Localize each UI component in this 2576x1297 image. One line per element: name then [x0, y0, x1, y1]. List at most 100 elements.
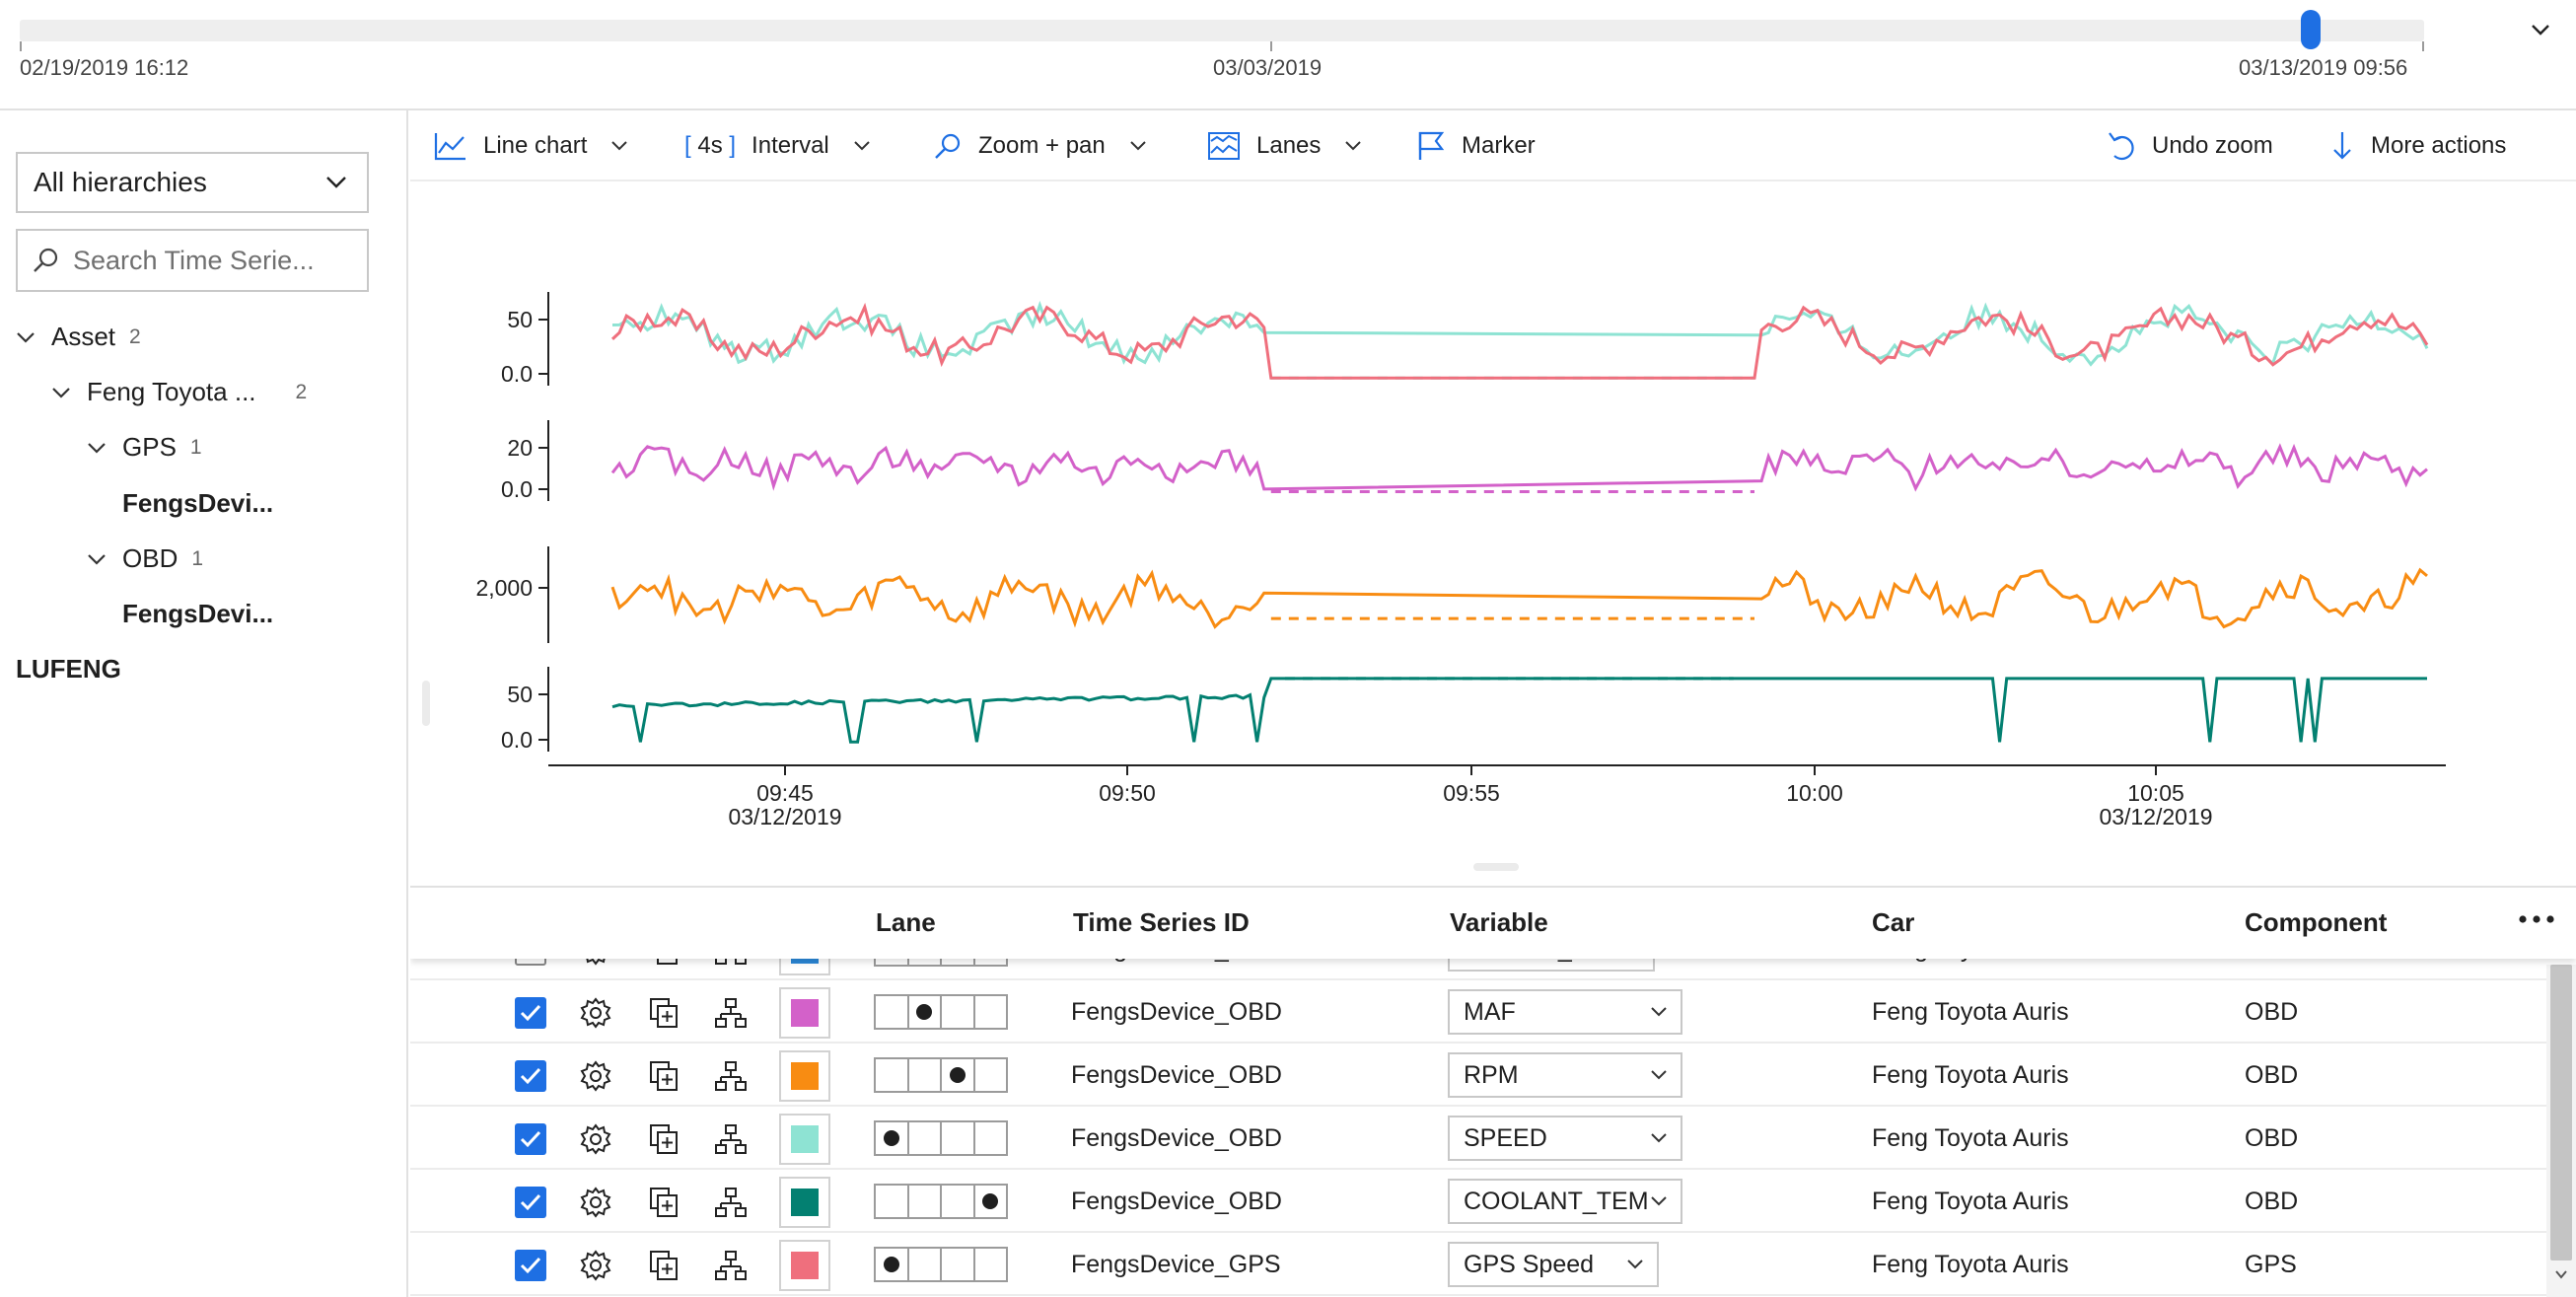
- time-range-handle[interactable]: [2301, 10, 2321, 49]
- variable-select[interactable]: RPM: [1448, 1052, 1682, 1098]
- series-line-maf[interactable]: [610, 443, 2428, 492]
- chevron-down-icon[interactable]: [2527, 16, 2554, 43]
- lane-cell[interactable]: [876, 1249, 909, 1280]
- lane-cell[interactable]: [876, 1122, 909, 1154]
- lane-cell[interactable]: [876, 1059, 909, 1091]
- tree-node-car[interactable]: Feng Toyota ... 2: [49, 377, 307, 407]
- duplicate-icon[interactable]: [647, 1122, 680, 1156]
- chevron-down-icon[interactable]: [2554, 1267, 2568, 1281]
- color-picker[interactable]: [779, 1050, 830, 1102]
- lane-selector[interactable]: [874, 1120, 1008, 1156]
- color-picker[interactable]: [779, 1177, 830, 1228]
- duplicate-icon[interactable]: [647, 1186, 680, 1219]
- hierarchy-icon[interactable]: [714, 1249, 748, 1282]
- chart-resize-handle[interactable]: [1473, 863, 1519, 871]
- row-checkbox[interactable]: [515, 1123, 546, 1155]
- lane-cell[interactable]: [909, 1186, 942, 1217]
- scrollbar-thumb[interactable]: [2550, 965, 2572, 1261]
- row-checkbox[interactable]: [515, 997, 546, 1029]
- time-range-track[interactable]: [20, 20, 2424, 41]
- lane-cell[interactable]: [942, 1186, 975, 1217]
- lane-selector[interactable]: [874, 994, 1008, 1030]
- table-row[interactable]: FengsDevice_GPS GPS Speed Feng Toyota Auri…: [410, 1233, 2548, 1296]
- gear-icon[interactable]: [579, 1059, 612, 1093]
- series-line-coolant-tem[interactable]: [611, 677, 2427, 744]
- more-actions-button[interactable]: More actions: [2329, 110, 2506, 181]
- gear-icon[interactable]: [579, 1249, 612, 1282]
- header-time-series-id[interactable]: Time Series ID: [1073, 907, 1250, 937]
- hierarchy-icon[interactable]: [714, 1059, 748, 1093]
- panel-resize-handle[interactable]: [422, 681, 430, 726]
- lane-cell[interactable]: [975, 996, 1007, 1028]
- undo-zoom-button[interactable]: Undo zoom: [2107, 110, 2273, 181]
- tree-node-asset[interactable]: Asset 2: [14, 322, 141, 352]
- lane-cell[interactable]: [909, 1059, 942, 1091]
- variable-select[interactable]: GPS Speed: [1448, 1242, 1659, 1287]
- table-row[interactable]: FengsDevice_OBD MAF Feng Toyota Auris OBD: [410, 980, 2548, 1044]
- row-checkbox[interactable]: [515, 1060, 546, 1092]
- table-scrollbar[interactable]: [2546, 965, 2576, 1297]
- chart-area[interactable]: 50 0.0 20 0.0 2,000 50 0.0 09:45 03/12/2019 09:5…: [410, 183, 2576, 884]
- gear-icon[interactable]: [579, 1186, 612, 1219]
- marker-button[interactable]: Marker: [1416, 110, 1536, 181]
- chevron-down-icon[interactable]: [49, 381, 73, 404]
- lane-cell[interactable]: [942, 1059, 975, 1091]
- lane-cell[interactable]: [876, 1186, 909, 1217]
- tree-node-obd[interactable]: OBD 1: [85, 543, 203, 574]
- hierarchy-select[interactable]: All hierarchies: [16, 152, 369, 213]
- lane-selector[interactable]: [874, 1247, 1008, 1282]
- hierarchy-icon[interactable]: [714, 996, 748, 1030]
- lane-selector[interactable]: [874, 1057, 1008, 1093]
- lane-cell[interactable]: [909, 1249, 942, 1280]
- tree-leaf-obd-device[interactable]: FengsDevi...: [122, 599, 273, 629]
- variable-select[interactable]: SPEED: [1448, 1116, 1682, 1161]
- duplicate-icon[interactable]: [647, 1059, 680, 1093]
- interval-button[interactable]: [ 4s ] Interval: [684, 110, 873, 181]
- gear-icon[interactable]: [579, 1122, 612, 1156]
- hierarchy-icon[interactable]: [714, 1186, 748, 1219]
- color-picker[interactable]: [779, 1114, 830, 1165]
- variable-select[interactable]: COOLANT_TEM: [1448, 1179, 1682, 1224]
- more-options-icon[interactable]: [2517, 909, 2556, 929]
- color-picker[interactable]: [779, 1240, 830, 1291]
- lane-cell[interactable]: [942, 996, 975, 1028]
- lane-cell[interactable]: [975, 1059, 1007, 1091]
- lanes-button[interactable]: Lanes: [1207, 110, 1364, 181]
- header-lane[interactable]: Lane: [876, 907, 936, 937]
- header-component[interactable]: Component: [2245, 907, 2388, 937]
- series-line-gps-speed[interactable]: [610, 302, 2429, 380]
- series-line-rpm[interactable]: [610, 567, 2428, 629]
- lane-selector[interactable]: [874, 1184, 1008, 1219]
- zoom-pan-button[interactable]: Zoom + pan: [933, 110, 1149, 181]
- lane-cell[interactable]: [975, 1249, 1007, 1280]
- variable-select[interactable]: MAF: [1448, 989, 1682, 1035]
- table-row[interactable]: FengsDevice_OBD SPEED Feng Toyota Auris OBD: [410, 1107, 2548, 1170]
- hierarchy-icon[interactable]: [714, 1122, 748, 1156]
- chevron-down-icon[interactable]: [85, 547, 108, 571]
- lane-cell[interactable]: [942, 1249, 975, 1280]
- row-checkbox[interactable]: [515, 1250, 546, 1281]
- tree-leaf-gps-device[interactable]: FengsDevi...: [122, 488, 273, 519]
- tree-node-gps[interactable]: GPS 1: [85, 432, 202, 463]
- table-row[interactable]: FengsDevice_OBD COOLANT_TEM Feng Toyota Au…: [410, 1170, 2548, 1233]
- gear-icon[interactable]: [579, 996, 612, 1030]
- chevron-down-icon[interactable]: [14, 325, 37, 349]
- lane-cell[interactable]: [909, 1122, 942, 1154]
- lane-cell[interactable]: [975, 1186, 1007, 1217]
- chevron-down-icon[interactable]: [85, 436, 108, 460]
- lane-cell[interactable]: [909, 996, 942, 1028]
- search-input[interactable]: Search Time Serie...: [16, 229, 369, 292]
- line-chart-button[interactable]: Line chart: [434, 110, 630, 181]
- header-car[interactable]: Car: [1872, 907, 1915, 937]
- duplicate-icon[interactable]: [647, 996, 680, 1030]
- row-checkbox[interactable]: [515, 1187, 546, 1218]
- duplicate-icon[interactable]: [647, 1249, 680, 1282]
- header-variable[interactable]: Variable: [1450, 907, 1548, 937]
- color-picker[interactable]: [779, 987, 830, 1039]
- lane-cell[interactable]: [975, 1122, 1007, 1154]
- lane-cell[interactable]: [876, 996, 909, 1028]
- tree-node-lufeng[interactable]: LUFENG: [16, 654, 121, 685]
- lane-cell[interactable]: [942, 1122, 975, 1154]
- table-row[interactable]: FengsDevice_OBD RPM Feng Toyota Auris OBD: [410, 1044, 2548, 1107]
